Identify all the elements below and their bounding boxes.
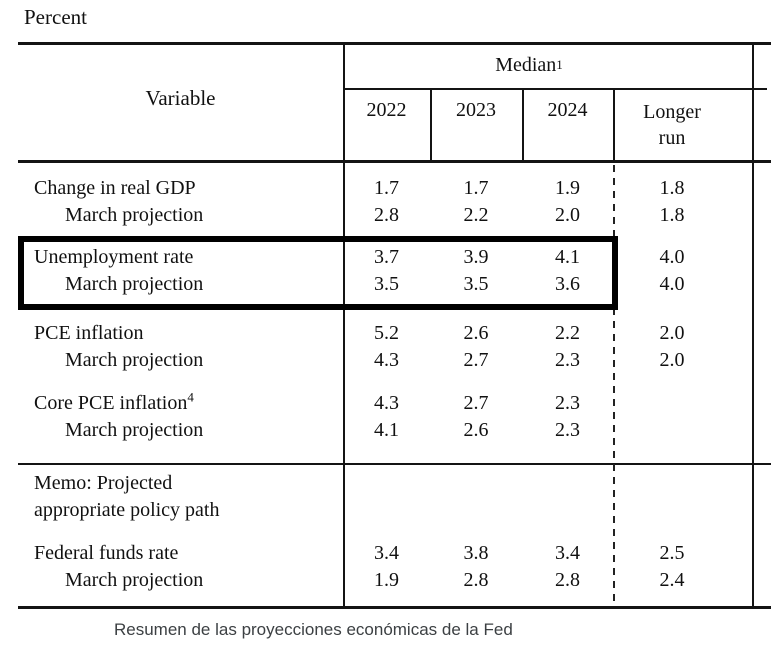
cell-2024: 4.1: [555, 246, 580, 268]
row-label: March projection: [65, 204, 204, 226]
row-label: PCE inflation: [34, 322, 144, 344]
row-label: Change in real GDP: [34, 177, 196, 199]
cell-longer-run: 2.4: [659, 569, 685, 591]
table-row: March projection 2.8 2.2 2.0 1.8: [18, 202, 753, 229]
cell-longer-run: 1.8: [659, 204, 685, 226]
cell-longer-run: 4.0: [659, 246, 685, 268]
column-header-2023: 2023: [456, 99, 496, 121]
table-row: Core PCE inflation4 4.3 2.7 2.3: [18, 390, 753, 417]
cell-2022: 3.7: [374, 246, 399, 268]
cell-2023: 2.6: [463, 322, 489, 344]
cell-2022: 1.9: [374, 569, 399, 591]
table-row: Change in real GDP 1.7 1.7 1.9 1.8: [18, 175, 753, 202]
cell-2023: 2.7: [463, 349, 489, 371]
projections-table: Variable Median 1 2022 2023 2024 Longer r…: [18, 42, 771, 609]
table-right-border: [752, 42, 754, 606]
section-federal-funds-rate: Federal funds rate 3.4 3.8 3.4 2.5 March…: [18, 540, 753, 594]
row-label: Federal funds rate: [34, 542, 179, 564]
table-row: Federal funds rate 3.4 3.8 3.4 2.5: [18, 540, 753, 567]
cell-longer-run: 1.8: [659, 177, 685, 199]
table-header: Variable Median 1 2022 2023 2024 Longer r…: [18, 42, 753, 160]
cell-2023: 3.9: [463, 246, 489, 268]
cell-longer-run: 2.0: [659, 322, 685, 344]
cell-2023: 2.6: [463, 419, 489, 441]
table-body: Change in real GDP 1.7 1.7 1.9 1.8 March…: [18, 163, 753, 607]
cell-2022: 2.8: [374, 204, 399, 226]
median-column-group-header: Median 1: [495, 53, 563, 76]
table-row: Memo: Projected appropriate policy path: [18, 470, 753, 524]
column-header-2022: 2022: [366, 99, 407, 121]
cell-2023: 2.2: [463, 204, 489, 226]
cell-2022: 4.3: [374, 349, 399, 371]
section-memo: Memo: Projected appropriate policy path: [18, 470, 753, 524]
memo-label: Memo: Projected appropriate policy path: [34, 472, 220, 521]
memo-separator-line: [18, 463, 771, 465]
table-row: March projection 1.9 2.8 2.8 2.4: [18, 567, 753, 594]
cell-longer-run: 2.0: [659, 349, 685, 371]
section-pce-inflation: PCE inflation 5.2 2.6 2.2 2.0 March proj…: [18, 320, 753, 374]
cell-2024: 2.2: [555, 322, 580, 344]
column-header-longer-run: Longer run: [643, 101, 701, 149]
cell-2024: 2.3: [555, 419, 580, 441]
cell-longer-run: 2.5: [659, 542, 685, 564]
cell-2022: 4.1: [374, 419, 399, 441]
variable-column-header: Variable: [145, 85, 216, 110]
section-real-gdp: Change in real GDP 1.7 1.7 1.9 1.8 March…: [18, 175, 753, 229]
table-row: March projection 4.3 2.7 2.3 2.0: [18, 347, 753, 374]
cell-2022: 4.3: [374, 392, 399, 414]
row-label: March projection: [65, 349, 204, 371]
table-top-border: [18, 42, 771, 45]
header-bottom-border: [18, 160, 771, 163]
variable-column-divider: [343, 42, 345, 606]
table-bottom-border: [18, 606, 771, 609]
cell-2024: 3.6: [555, 273, 580, 295]
unemployment-highlight-box: [18, 236, 618, 310]
table-row: March projection 3.5 3.5 3.6 4.0: [18, 271, 753, 298]
unit-label: Percent: [24, 5, 87, 29]
header-divider-2023-2024: [522, 88, 524, 160]
cell-2022: 3.5: [374, 273, 399, 295]
row-label: March projection: [65, 273, 204, 295]
row-label: March projection: [65, 569, 204, 591]
cell-2024: 2.0: [555, 204, 580, 226]
cell-2023: 2.8: [463, 569, 489, 591]
cell-2024: 1.9: [555, 177, 580, 199]
cell-2022: 1.7: [374, 177, 399, 199]
row-label: March projection: [65, 419, 204, 441]
cell-2024: 2.8: [555, 569, 580, 591]
cell-2022: 3.4: [374, 542, 399, 564]
cell-2024: 2.3: [555, 349, 580, 371]
row-label: Unemployment rate: [34, 246, 194, 268]
median-label: Median: [495, 53, 557, 76]
cell-2022: 5.2: [374, 322, 399, 344]
cell-2024: 2.3: [555, 392, 580, 414]
longer-run-dashed-divider: [613, 165, 615, 603]
caption: Resumen de las proyecciones económicas d…: [114, 620, 513, 639]
cell-2023: 3.8: [463, 542, 489, 564]
section-unemployment-rate: Unemployment rate 3.7 3.9 4.1 4.0 March …: [18, 244, 753, 298]
cell-longer-run: 4.0: [659, 273, 685, 295]
cell-2024: 3.4: [555, 542, 580, 564]
cell-longer-run: [613, 390, 753, 417]
row-label: Core PCE inflation4: [34, 389, 194, 414]
core-pce-footnote-marker: 4: [187, 389, 194, 405]
table-row: Unemployment rate 3.7 3.9 4.1 4.0: [18, 244, 753, 271]
column-header-2024: 2024: [547, 99, 588, 121]
header-divider-2022-2023: [430, 88, 432, 160]
cell-2023: 2.7: [463, 392, 489, 414]
table-row: PCE inflation 5.2 2.6 2.2 2.0: [18, 320, 753, 347]
header-divider-2024-longer-run: [613, 88, 615, 160]
cell-2023: 3.5: [463, 273, 489, 295]
table-row: March projection 4.1 2.6 2.3: [18, 417, 753, 444]
median-underline: [343, 88, 767, 90]
cell-2023: 1.7: [463, 177, 489, 199]
section-core-pce-inflation: Core PCE inflation4 4.3 2.7 2.3 March pr…: [18, 390, 753, 444]
cell-longer-run: [613, 417, 753, 444]
